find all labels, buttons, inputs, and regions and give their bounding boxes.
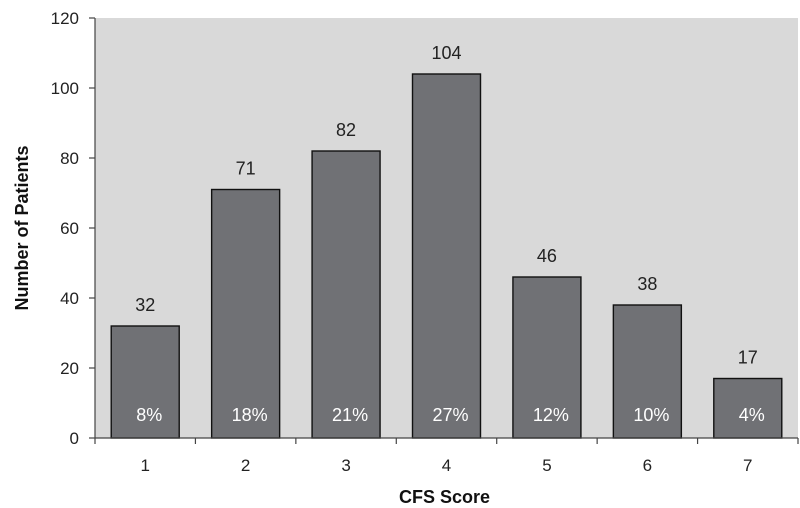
x-tick-label: 4 (442, 456, 451, 475)
x-tick-label: 5 (542, 456, 551, 475)
bar (612, 304, 683, 439)
y-tick-label: 0 (70, 429, 79, 448)
bar-percent-label: 12% (533, 405, 569, 425)
y-axis-title: Number of Patients (12, 145, 32, 310)
bars (110, 73, 783, 439)
bar-percent-label: 21% (332, 405, 368, 425)
bar-value-label: 32 (135, 295, 155, 315)
bar-percent-label: 4% (739, 405, 765, 425)
x-tick-label: 2 (241, 456, 250, 475)
x-tick-label: 1 (140, 456, 149, 475)
y-tick-label: 20 (60, 359, 79, 378)
data-labels: 32 8% 71 18% 82 21% 104 27% 46 12% 38 10% 17 4% (135, 43, 765, 425)
bar-value-label: 38 (637, 274, 657, 294)
bar (311, 150, 381, 439)
bar (512, 276, 582, 439)
x-axis-ticks: 1 2 3 4 5 6 7 (94, 438, 799, 475)
y-tick-label: 100 (51, 79, 79, 98)
bar-value-label: 82 (336, 120, 356, 140)
bar-value-label: 71 (236, 159, 256, 179)
y-tick-label: 120 (51, 9, 79, 28)
y-tick-label: 60 (60, 219, 79, 238)
bar-percent-label: 27% (432, 405, 468, 425)
x-tick-label: 3 (341, 456, 350, 475)
y-tick-label: 40 (60, 289, 79, 308)
bar (110, 325, 180, 439)
y-tick-label: 80 (60, 149, 79, 168)
bar (713, 377, 783, 439)
bar-percent-label: 8% (136, 405, 162, 425)
bar-value-label: 104 (431, 43, 461, 63)
y-axis-ticks: 0 20 40 60 80 100 120 (51, 9, 95, 448)
x-tick-label: 7 (743, 456, 752, 475)
x-axis-title: CFS Score (399, 487, 490, 507)
bar (210, 188, 281, 439)
bar-value-label: 46 (537, 246, 557, 266)
x-tick-label: 6 (643, 456, 652, 475)
bar-value-label: 17 (738, 348, 758, 368)
bar (411, 73, 482, 439)
bar-percent-label: 10% (633, 405, 669, 425)
bar-percent-label: 18% (232, 405, 268, 425)
